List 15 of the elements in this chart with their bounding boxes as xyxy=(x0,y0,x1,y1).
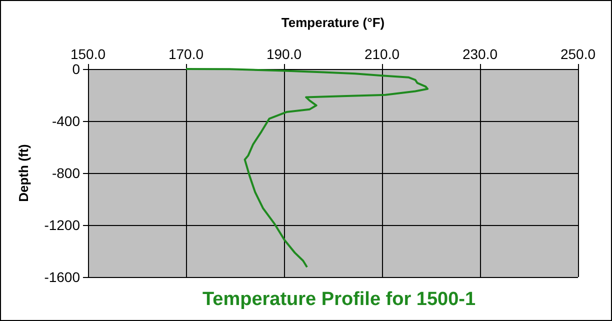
y-tick-label: 0 xyxy=(72,61,80,77)
x-axis-title: Temperature (°F) xyxy=(281,15,385,30)
text: Temperature Profile for 1500-1 xyxy=(202,289,476,310)
y-axis-title: Depth (ft) xyxy=(16,144,31,202)
x-tick-label: 170.0 xyxy=(168,46,204,62)
x-tick-label: 150.0 xyxy=(70,46,106,62)
x-tick-label: 210.0 xyxy=(364,46,400,62)
y-tick-label: -1200 xyxy=(44,217,80,233)
x-tick-label: 250.0 xyxy=(560,46,596,62)
x-tick-label: 230.0 xyxy=(462,46,498,62)
y-tick-label: -800 xyxy=(52,165,80,181)
x-tick-label: 190.0 xyxy=(266,46,302,62)
line-series xyxy=(185,68,429,268)
y-tick-label: -1600 xyxy=(44,269,80,285)
y-tick-label: -400 xyxy=(52,113,80,129)
